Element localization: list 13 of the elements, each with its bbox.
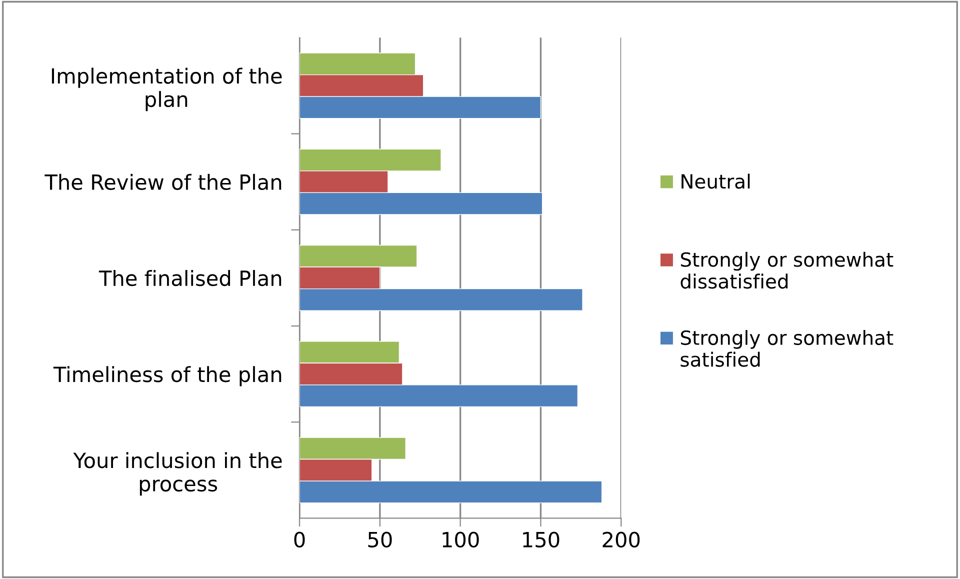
x-tick-label: 100 bbox=[442, 532, 479, 548]
legend-label: Strongly or somewhat satisfied bbox=[680, 330, 894, 367]
x-tick-label: 50 bbox=[368, 532, 392, 548]
y-tick-label: Implementation of the plan bbox=[52, 68, 282, 112]
legend-label: Strongly or somewhat dissatisfied bbox=[680, 252, 894, 289]
y-tick-label: The Review of the Plan bbox=[44, 174, 282, 190]
legend-label: Neutral bbox=[682, 174, 750, 189]
y-tick-label: Timeliness of the plan bbox=[53, 366, 282, 386]
y-tick-label: The finalised Plan bbox=[98, 270, 282, 286]
y-tick-label: Your inclusion in the process bbox=[73, 452, 282, 496]
x-tick-label: 0 bbox=[294, 532, 305, 548]
x-tick-label: 200 bbox=[602, 532, 640, 548]
x-tick-label: 150 bbox=[523, 532, 560, 548]
